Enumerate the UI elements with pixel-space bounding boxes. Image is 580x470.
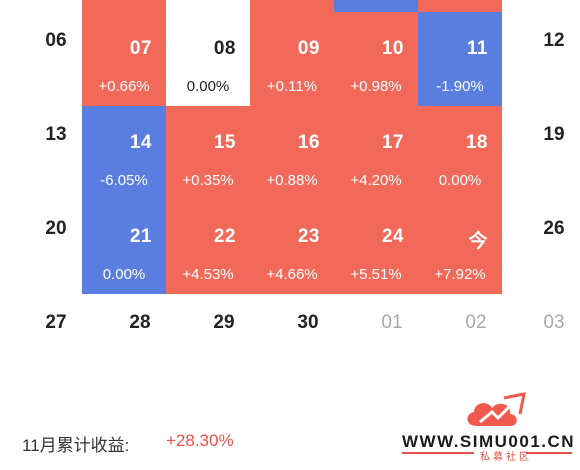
- watermark: WWW.SIMU001.CN 私募社区: [398, 392, 578, 464]
- day-cell[interactable]: 24 +5.51%: [334, 200, 418, 294]
- day-number: 22: [213, 226, 236, 247]
- day-return: +0.66%: [98, 78, 150, 95]
- monthly-return-value: +28.30%: [166, 431, 234, 450]
- simu-logo-icon: [467, 392, 526, 426]
- day-number: 18: [465, 132, 488, 153]
- day-cell[interactable]: 17 +4.20%: [334, 106, 418, 200]
- day-cell[interactable]: 15 +0.35%: [166, 106, 250, 200]
- day-return: +4.20%: [350, 172, 402, 189]
- day-label[interactable]: 19: [543, 124, 565, 145]
- day-number: 07: [129, 38, 152, 59]
- day-return: +5.51%: [350, 266, 402, 283]
- day-return: 0.00%: [186, 78, 230, 95]
- day-cell[interactable]: 22 +4.53%: [166, 200, 250, 294]
- day-label[interactable]: 06: [45, 30, 67, 51]
- partial-top-cell: [334, 0, 418, 12]
- day-cell[interactable]: 08 0.00%: [166, 12, 250, 106]
- day-cell[interactable]: 16 +0.88%: [250, 106, 334, 200]
- day-number: 24: [381, 226, 404, 247]
- day-label[interactable]: 28: [129, 312, 151, 333]
- monthly-return-label: 11月累计收益:: [22, 436, 130, 455]
- day-number: 14: [129, 132, 152, 153]
- day-label[interactable]: 12: [543, 30, 565, 51]
- day-cell[interactable]: 09 +0.11%: [250, 12, 334, 106]
- day-return: +0.11%: [266, 78, 318, 95]
- day-return: -1.90%: [436, 78, 484, 95]
- day-return: 0.00%: [102, 266, 146, 283]
- day-number: 08: [213, 38, 236, 59]
- day-cell-today[interactable]: 今 +7.92%: [418, 200, 502, 294]
- day-number: 11: [466, 38, 488, 59]
- day-return: +0.35%: [182, 172, 234, 189]
- profit-calendar: 06 07 +0.66% 08 0.00% 09 +0.11% 10 +0.98…: [45, 0, 565, 333]
- day-number: 今: [468, 231, 488, 252]
- day-label[interactable]: 20: [45, 218, 67, 239]
- day-cell[interactable]: 14 -6.05%: [82, 106, 166, 200]
- day-cell[interactable]: 18 0.00%: [418, 106, 502, 200]
- day-return: -6.05%: [100, 172, 148, 189]
- day-return: +7.92%: [434, 266, 486, 283]
- day-cell[interactable]: 21 0.00%: [82, 200, 166, 294]
- day-label-next-month[interactable]: 01: [381, 312, 403, 333]
- day-return: +0.98%: [350, 78, 402, 95]
- day-number: 15: [213, 132, 236, 153]
- day-return: 0.00%: [438, 172, 482, 189]
- day-label[interactable]: 27: [45, 312, 67, 333]
- day-number: 09: [297, 38, 320, 59]
- day-label-next-month[interactable]: 02: [465, 312, 487, 333]
- partial-top-cell: [250, 0, 334, 12]
- day-return: +0.88%: [266, 172, 318, 189]
- day-cell[interactable]: 07 +0.66%: [82, 12, 166, 106]
- day-cell[interactable]: 10 +0.98%: [334, 12, 418, 106]
- day-label[interactable]: 13: [45, 124, 67, 145]
- day-return: +4.66%: [266, 266, 318, 283]
- day-label[interactable]: 30: [297, 312, 319, 333]
- day-label[interactable]: 26: [543, 218, 565, 239]
- partial-top-cell: [82, 0, 166, 12]
- watermark-divider: [526, 452, 572, 454]
- day-number: 23: [297, 226, 320, 247]
- partial-top-cell: [418, 0, 502, 12]
- watermark-subtitle: 私募社区: [480, 452, 532, 463]
- day-return: +4.53%: [182, 266, 234, 283]
- day-cell[interactable]: 23 +4.66%: [250, 200, 334, 294]
- day-label[interactable]: 29: [213, 312, 235, 333]
- watermark-divider: [402, 452, 474, 454]
- day-number: 10: [381, 38, 404, 59]
- day-cell[interactable]: 11 -1.90%: [418, 12, 502, 106]
- watermark-url: WWW.SIMU001.CN: [402, 432, 576, 451]
- day-label-next-month[interactable]: 03: [543, 312, 565, 333]
- day-number: 21: [129, 226, 152, 247]
- day-number: 17: [381, 132, 404, 153]
- day-number: 16: [297, 132, 320, 153]
